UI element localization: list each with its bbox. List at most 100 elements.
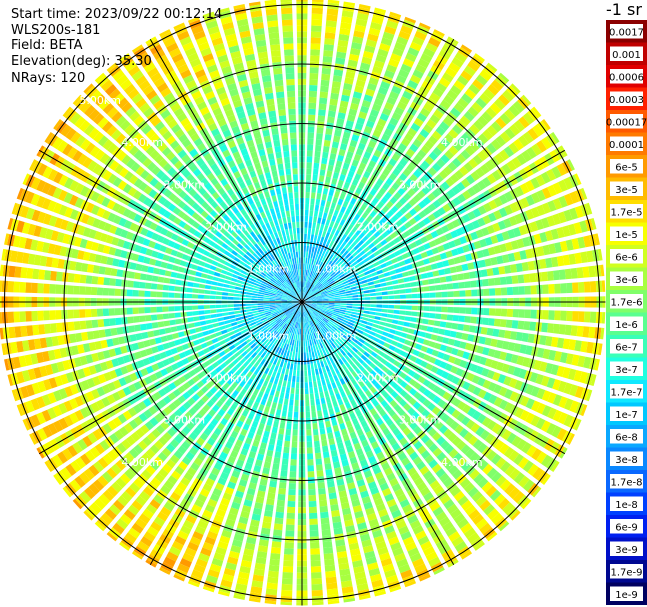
gate-cell (260, 527, 271, 535)
gate-cell (319, 255, 324, 262)
gate-cell (310, 405, 316, 412)
gate-cell (372, 323, 379, 329)
gate-cell (320, 397, 326, 405)
gate-cell (320, 289, 327, 293)
gate-cell (386, 472, 396, 482)
gate-cell (419, 486, 431, 497)
gate-cell (314, 290, 320, 295)
gate-cell (338, 313, 345, 317)
gate-cell (447, 258, 456, 266)
gate-cell (347, 393, 354, 402)
gate-cell (330, 394, 337, 402)
gate-cell (516, 153, 527, 166)
gate-cell (417, 190, 426, 199)
gate-cell (474, 541, 485, 551)
gate-cell (304, 298, 311, 301)
gate-cell (348, 542, 360, 551)
gate-cell (300, 310, 302, 317)
gate-cell (282, 452, 289, 460)
gate-cell (145, 274, 153, 282)
gate-cell (245, 417, 253, 426)
gate-cell (191, 294, 199, 299)
gate-cell (358, 216, 365, 224)
gate-cell (468, 325, 476, 333)
gate-cell (359, 459, 368, 468)
gate-cell (343, 181, 351, 189)
gate-cell (304, 382, 309, 389)
gate-cell (323, 282, 329, 287)
gate-cell (212, 276, 220, 282)
gate-cell (323, 44, 334, 52)
gate-cell (423, 312, 430, 318)
gate-cell (433, 320, 441, 327)
gate-cell (491, 423, 502, 434)
gate-cell (366, 403, 374, 411)
gate-cell (317, 323, 322, 329)
gate-cell (322, 305, 329, 309)
gate-cell (395, 376, 403, 385)
gate-cell (382, 295, 389, 300)
gate-cell (308, 315, 312, 321)
gate-cell (331, 509, 341, 518)
gate-cell (353, 353, 360, 360)
gate-cell (459, 115, 471, 126)
gate-cell (355, 229, 362, 236)
gate-cell (412, 557, 425, 568)
gate-cell (399, 380, 408, 389)
gate-cell (276, 439, 283, 447)
gate-cell (349, 257, 356, 264)
gate-cell (252, 401, 260, 409)
gate-cell (340, 298, 347, 301)
gate-cell (337, 198, 344, 206)
gate-cell (309, 307, 315, 311)
gate-cell (269, 302, 276, 305)
gate-cell (162, 284, 170, 291)
gate-cell (391, 279, 399, 285)
gate-cell (244, 437, 253, 445)
gate-cell (323, 325, 329, 332)
gate-cell (336, 318, 343, 324)
gate-cell (230, 450, 239, 459)
gate-cell (403, 403, 412, 412)
gate-cell (303, 304, 308, 310)
gate-cell (460, 44, 473, 54)
gate-cell (336, 550, 348, 559)
gate-cell (211, 281, 218, 286)
gate-cell (350, 356, 357, 363)
gate-cell (318, 386, 323, 393)
gate-cell (314, 392, 320, 400)
gate-cell (391, 214, 399, 223)
gate-cell (318, 322, 324, 328)
gate-cell (328, 389, 335, 396)
gate-cell (434, 254, 442, 262)
gate-cell (432, 162, 442, 172)
gate-cell (328, 492, 337, 500)
gate-cell (309, 294, 316, 299)
gate-cell (345, 525, 356, 533)
gate-cell (202, 585, 215, 593)
gate-cell (273, 396, 279, 404)
gate-cell (311, 258, 315, 265)
gate-cell (331, 215, 337, 223)
gate-cell (384, 404, 393, 413)
gate-cell (339, 143, 348, 151)
gate-cell (477, 150, 488, 162)
gate-cell (254, 434, 262, 442)
gate-cell (395, 219, 403, 228)
gate-cell (482, 129, 494, 141)
gate-cell (416, 112, 428, 123)
gate-cell (307, 363, 311, 371)
gate-cell (207, 569, 220, 579)
gate-cell (319, 342, 324, 349)
gate-cell (398, 283, 406, 289)
gate-cell (340, 265, 347, 271)
gate-cell (408, 217, 417, 226)
gate-cell (163, 320, 171, 327)
gate-cell (430, 263, 438, 270)
gate-cell (379, 482, 390, 492)
gate-cell (414, 238, 423, 247)
gate-cell (360, 490, 370, 499)
gate-cell (504, 265, 512, 274)
gate-cell (475, 167, 485, 178)
gate-cell (114, 288, 121, 296)
